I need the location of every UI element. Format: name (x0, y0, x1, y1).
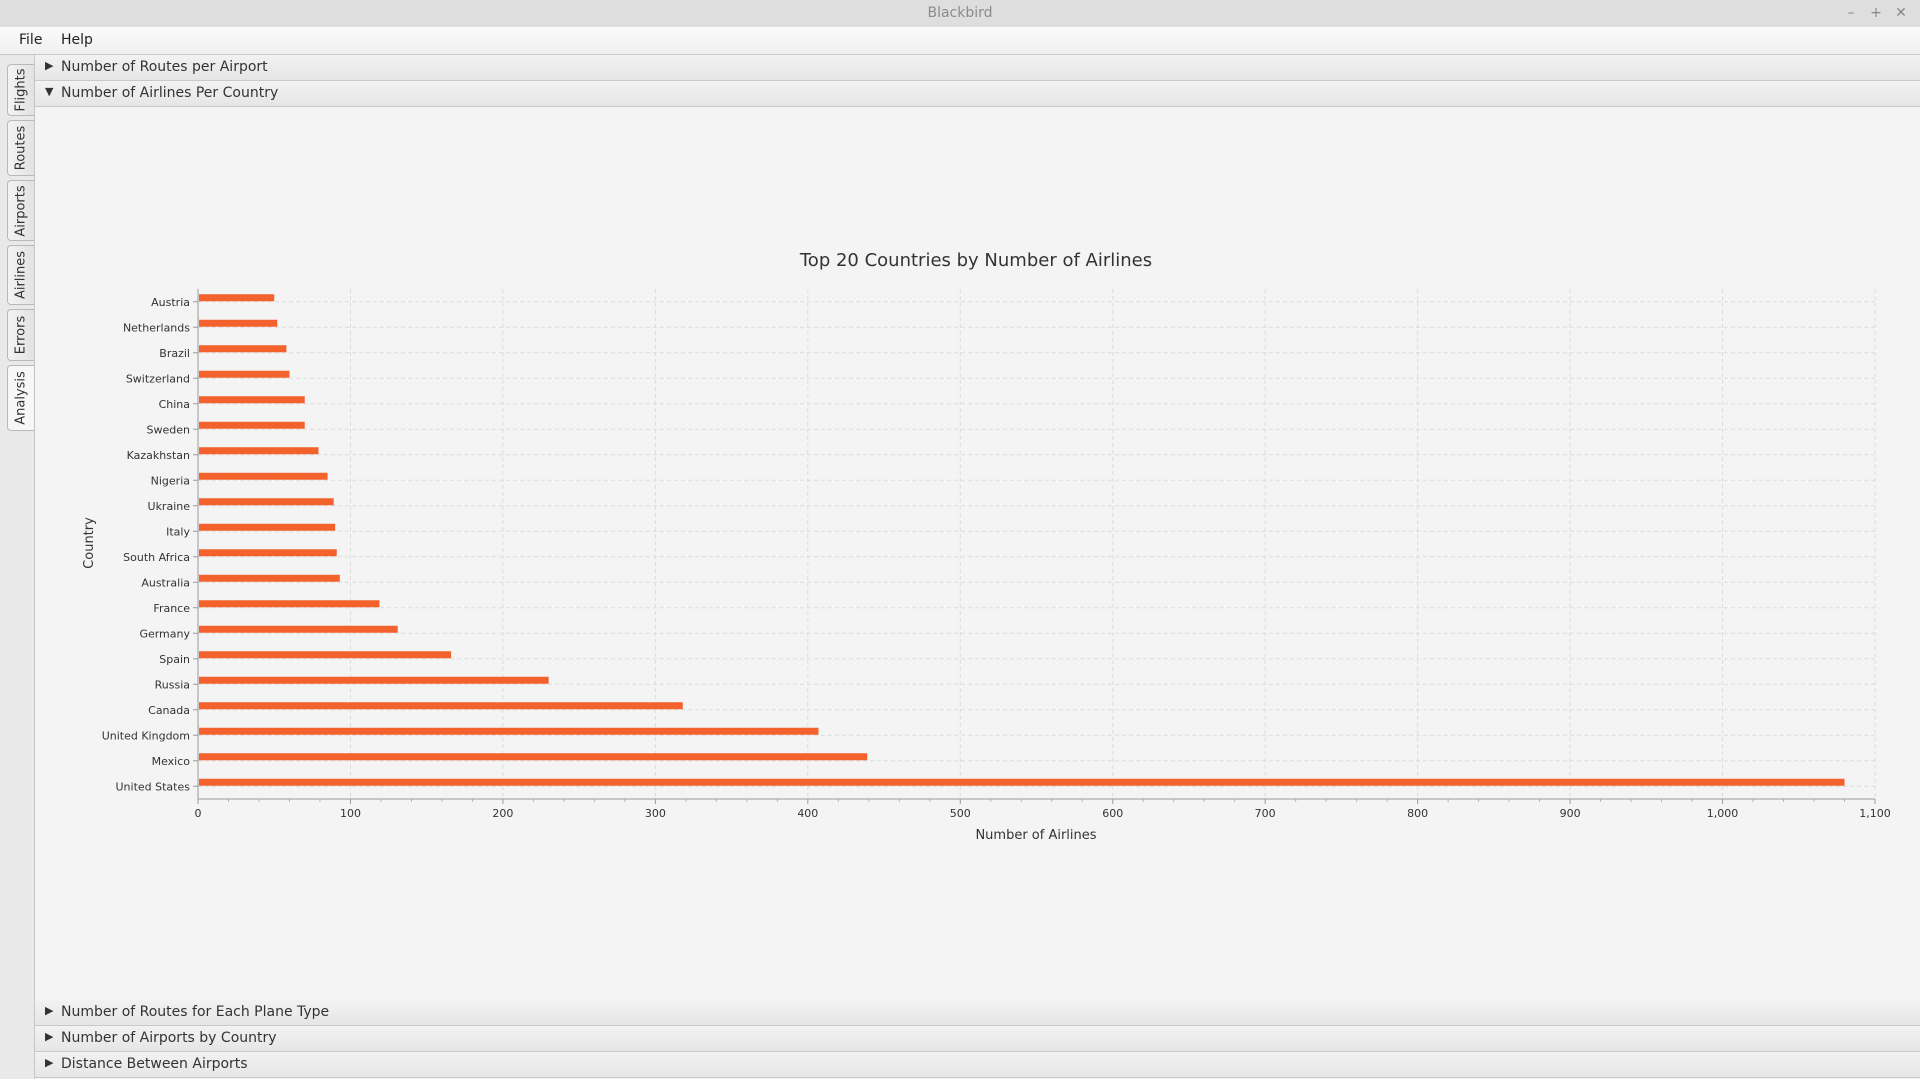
y-tick-label: Brazil (159, 347, 190, 360)
y-tick-label: Kazakhstan (127, 449, 190, 462)
collapsed-arrow-icon: ▶ (45, 59, 54, 72)
bar-kazakhstan (199, 447, 319, 455)
bar-south-africa (199, 549, 337, 557)
y-tick-label: Canada (148, 704, 190, 717)
bar-germany (199, 625, 398, 633)
x-tick-label: 700 (1255, 807, 1276, 820)
bar-united-kingdom (199, 727, 819, 735)
x-tick-label: 900 (1560, 807, 1581, 820)
bar-mexico (199, 753, 868, 761)
x-tick-label: 500 (950, 807, 971, 820)
tab-airlines-label: Airlines (13, 250, 29, 300)
tab-errors-label: Errors (13, 315, 29, 355)
tab-flights[interactable]: Flights (7, 64, 34, 116)
y-tick-label: United Kingdom (102, 729, 190, 742)
y-tick-label: Mexico (152, 755, 191, 768)
x-tick-label: 600 (1102, 807, 1123, 820)
window-title: Blackbird (927, 5, 993, 21)
bar-netherlands (199, 319, 278, 327)
x-tick-label: 200 (492, 807, 513, 820)
minimize-icon[interactable]: – (1847, 5, 1855, 21)
x-tick-label: 0 (195, 807, 202, 820)
collapsed-arrow-icon: ▶ (45, 1004, 54, 1017)
y-tick-label: Sweden (147, 423, 190, 436)
x-tick-label: 300 (645, 807, 666, 820)
tab-analysis-label: Analysis (13, 371, 29, 425)
bar-china (199, 396, 305, 404)
y-tick-label: Nigeria (151, 474, 190, 487)
pane-routes-per-plane-type[interactable]: ▶ Number of Routes for Each Plane Type (35, 1000, 1920, 1026)
x-axis-label: Number of Airlines (975, 828, 1096, 843)
tab-errors[interactable]: Errors (7, 309, 34, 361)
maximize-icon[interactable]: + (1870, 5, 1882, 21)
axes: 0 100 200 300 400 500 600 700 800 900 1,000 1,100 Au… (102, 289, 1891, 820)
bar-spain (199, 651, 452, 659)
menu-file[interactable]: File (19, 32, 43, 48)
bar-nigeria (199, 472, 328, 480)
bar-canada (199, 702, 683, 710)
tab-routes-label: Routes (13, 125, 29, 171)
y-tick-label: Austria (151, 296, 190, 309)
pane-label: Number of Airlines Per Country (61, 85, 279, 101)
pane-label: Number of Routes per Airport (61, 59, 268, 75)
pane-airports-by-country[interactable]: ▶ Number of Airports by Country (35, 1026, 1920, 1052)
close-icon[interactable]: ✕ (1895, 5, 1907, 21)
pane-distance-between-airports[interactable]: ▶ Distance Between Airports (35, 1052, 1920, 1078)
x-tick-label: 400 (797, 807, 818, 820)
y-tick-label: Italy (166, 525, 190, 538)
collapsed-arrow-icon: ▶ (45, 1030, 54, 1043)
x-tick-label: 800 (1407, 807, 1428, 820)
y-tick-label: China (159, 398, 190, 411)
y-tick-label: France (153, 602, 190, 615)
pane-routes-per-airport[interactable]: ▶ Number of Routes per Airport (35, 55, 1920, 81)
y-tick-label: South Africa (123, 551, 190, 564)
y-tick-label: Netherlands (123, 321, 190, 334)
bars (199, 294, 1845, 786)
bar-sweden (199, 421, 305, 429)
tab-airports-label: Airports (13, 184, 29, 237)
bar-brazil (199, 345, 287, 353)
x-tick-label: 100 (340, 807, 361, 820)
title-bar: Blackbird – + ✕ (0, 0, 1920, 28)
pane-airlines-per-country[interactable]: ▼ Number of Airlines Per Country (35, 81, 1920, 107)
menu-bar: File Help (0, 27, 1920, 55)
side-tab-bar: Flights Routes Airports Airlines Errors … (0, 55, 35, 1079)
tab-airports[interactable]: Airports (7, 180, 34, 241)
bar-france (199, 600, 380, 608)
bar-austria (199, 294, 275, 302)
tab-flights-label: Flights (13, 68, 29, 112)
x-tick-label: 1,100 (1859, 807, 1891, 820)
bar-switzerland (199, 370, 290, 378)
bar-italy (199, 523, 336, 531)
y-tick-label: Germany (139, 627, 190, 640)
tab-analysis[interactable]: Analysis (7, 365, 34, 431)
bar-ukraine (199, 498, 334, 506)
bar-russia (199, 676, 549, 684)
pane-label: Distance Between Airports (61, 1056, 248, 1072)
chart-panel: Top 20 Countries by Number of Airlines 0… (35, 107, 1920, 999)
y-tick-label: United States (116, 780, 191, 793)
chart-title: Top 20 Countries by Number of Airlines (799, 250, 1152, 271)
y-tick-label: Russia (155, 678, 190, 691)
bar-united-states (199, 778, 1845, 786)
y-tick-label: Australia (141, 576, 190, 589)
bar-australia (199, 574, 340, 582)
pane-label: Number of Routes for Each Plane Type (61, 1004, 330, 1020)
grid-lines (198, 289, 1876, 799)
y-tick-label: Switzerland (126, 372, 190, 385)
menu-help[interactable]: Help (61, 32, 93, 48)
tab-airlines[interactable]: Airlines (7, 245, 34, 305)
y-tick-label: Ukraine (148, 500, 191, 513)
expanded-arrow-icon: ▼ (45, 85, 54, 98)
y-tick-label: Spain (159, 653, 190, 666)
collapsed-arrow-icon: ▶ (45, 1056, 54, 1069)
pane-label: Number of Airports by Country (61, 1030, 277, 1046)
x-tick-label: 1,000 (1707, 807, 1739, 820)
y-axis-label: Country (82, 517, 97, 569)
bar-chart: Top 20 Countries by Number of Airlines 0… (82, 250, 1891, 843)
tab-routes[interactable]: Routes (7, 120, 34, 176)
